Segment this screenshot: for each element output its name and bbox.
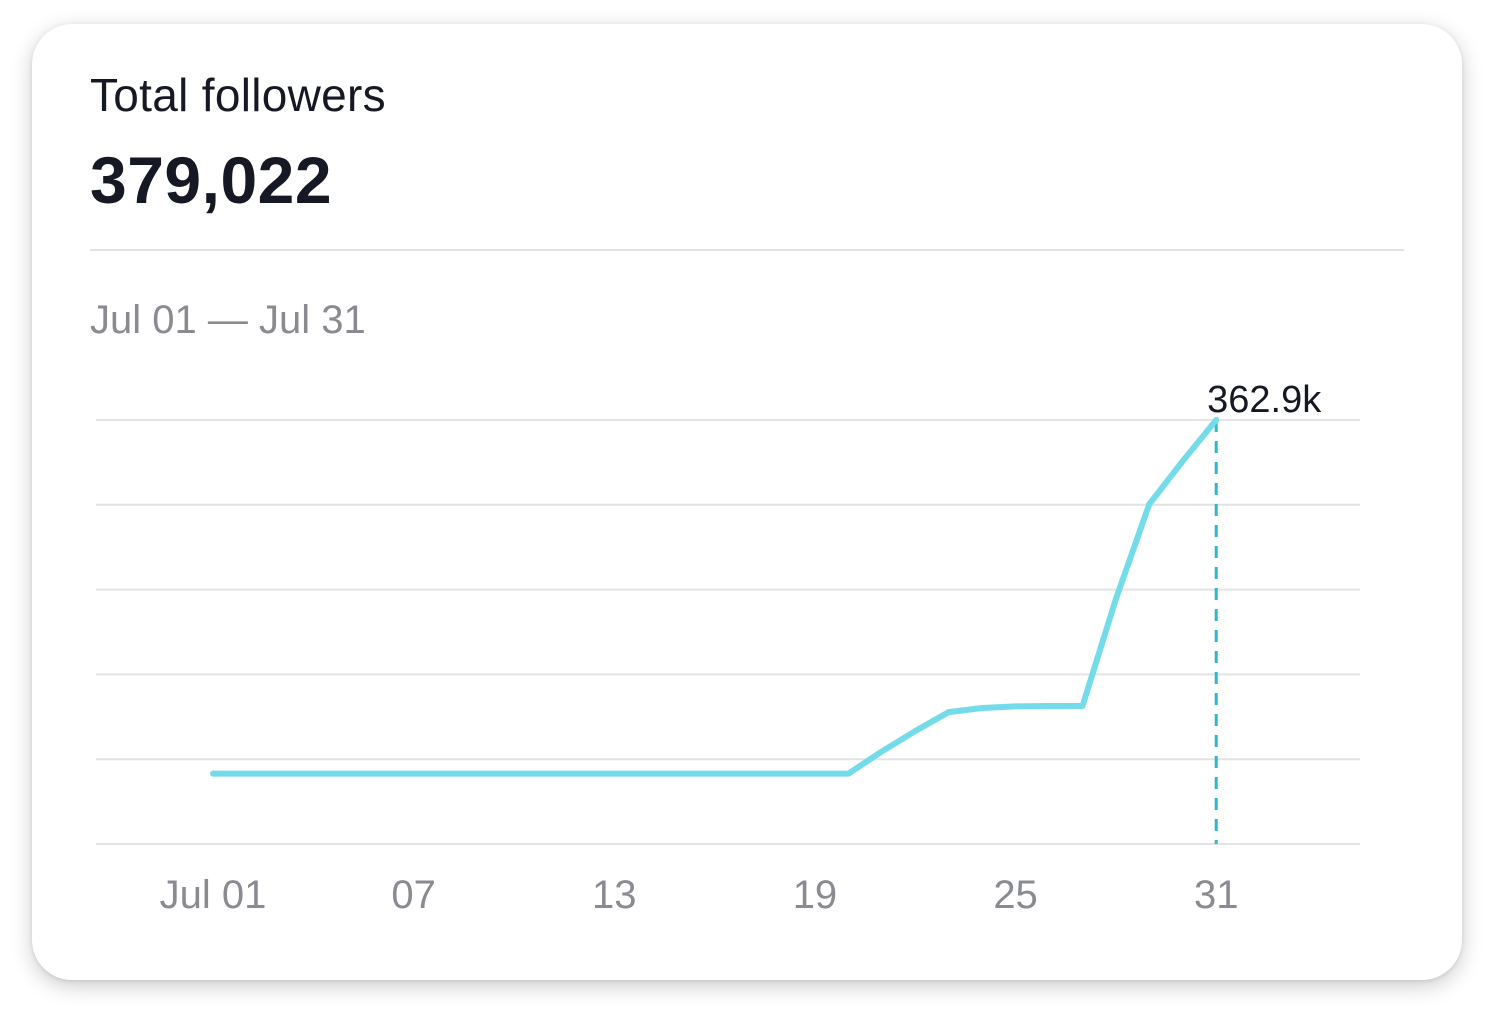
highlight-value-label: 362.9k xyxy=(1207,379,1322,421)
x-tick-label: 13 xyxy=(592,873,637,917)
divider xyxy=(90,249,1404,251)
followers-count: 379,022 xyxy=(90,143,333,217)
x-tick-label: Jul 01 xyxy=(160,873,267,917)
followers-line-chart[interactable]: Jul 01 07 13 19 25 31 362.9k xyxy=(32,24,1462,980)
series-lines xyxy=(210,417,1220,777)
x-tick-label: 19 xyxy=(793,873,838,917)
total-followers-card: Total followers 379,022 Jul 01 — Jul 31 … xyxy=(32,24,1462,980)
x-axis-ticks: Jul 01 07 13 19 25 31 xyxy=(160,873,1239,917)
grid-lines xyxy=(96,419,1360,845)
x-tick-label: 31 xyxy=(1194,873,1239,917)
date-range: Jul 01 — Jul 31 xyxy=(90,298,366,342)
card-title: Total followers xyxy=(90,69,386,121)
x-tick-label: 25 xyxy=(993,873,1038,917)
tooltip-layer: 362.9k xyxy=(1207,379,1322,421)
x-tick-label: 07 xyxy=(391,873,436,917)
followers-series-line xyxy=(210,417,1220,777)
